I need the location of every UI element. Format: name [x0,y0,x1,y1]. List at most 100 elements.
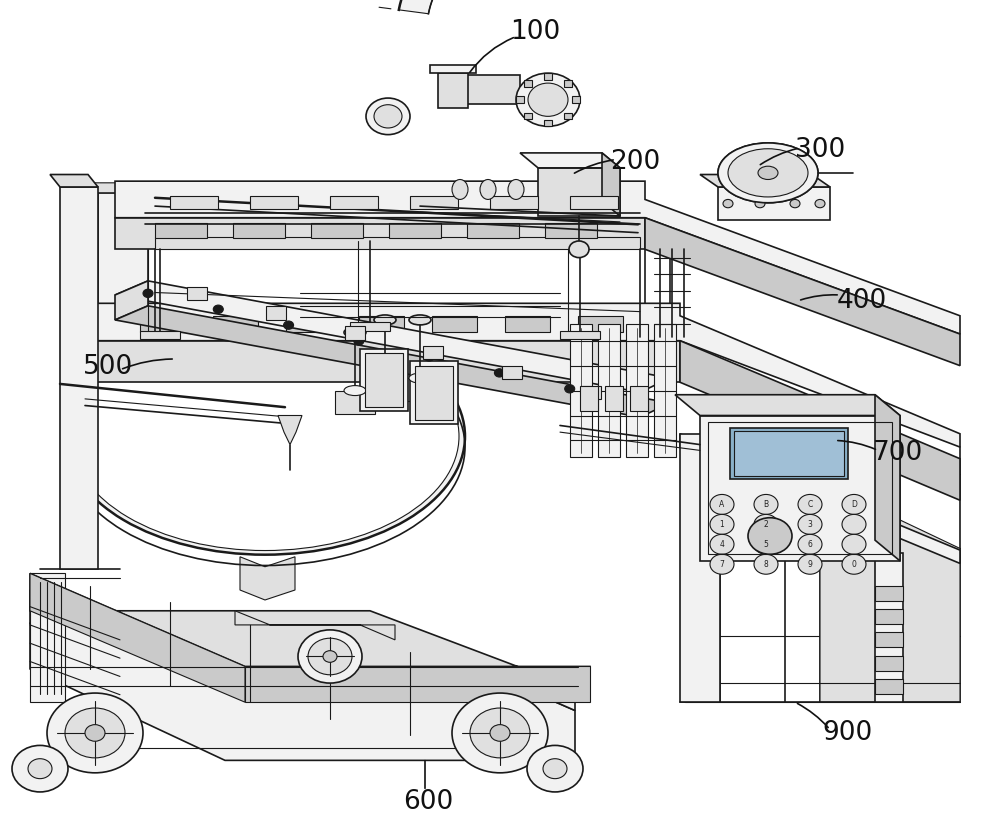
Circle shape [298,630,362,683]
Circle shape [798,494,822,514]
Polygon shape [278,416,302,445]
Bar [505,316,550,332]
Text: 0: 0 [852,560,856,568]
Text: 1: 1 [720,520,724,529]
Circle shape [710,494,734,514]
Bar [423,346,443,359]
Text: 6: 6 [808,540,812,548]
Text: 400: 400 [837,288,887,314]
Polygon shape [718,187,830,220]
Ellipse shape [65,318,465,555]
Polygon shape [240,557,295,600]
Ellipse shape [718,143,818,203]
Ellipse shape [718,143,818,203]
Bar [875,586,903,601]
Bar [389,223,441,238]
Bar [570,324,592,457]
Bar [544,120,552,126]
Text: 9: 9 [808,560,812,568]
Ellipse shape [374,315,396,325]
Circle shape [842,534,866,554]
Text: B: B [763,500,769,509]
Circle shape [516,73,580,126]
Circle shape [143,289,153,297]
Circle shape [65,708,125,758]
Circle shape [755,199,765,208]
Bar [345,327,365,340]
Ellipse shape [452,179,468,199]
Circle shape [754,494,778,514]
Polygon shape [700,416,900,561]
Circle shape [323,651,337,662]
Circle shape [798,514,822,534]
Polygon shape [538,168,620,216]
Polygon shape [115,306,670,417]
Bar [875,553,903,702]
Circle shape [308,638,352,675]
Bar [415,366,453,420]
Polygon shape [820,482,960,702]
Polygon shape [30,590,575,711]
Bar [250,196,298,209]
Bar [350,322,390,331]
Circle shape [754,514,778,534]
Bar [875,679,903,694]
Circle shape [543,759,567,779]
Bar [524,113,532,120]
Bar [516,96,524,103]
Text: 300: 300 [795,136,845,163]
Bar [187,287,207,300]
Bar [233,223,285,238]
Bar [266,307,286,320]
Bar [490,196,538,209]
Bar [570,196,618,209]
Polygon shape [438,73,468,108]
Circle shape [710,514,734,534]
Text: 200: 200 [610,149,660,175]
Circle shape [424,353,434,361]
Bar [630,386,648,411]
Polygon shape [680,434,960,563]
Bar [365,378,405,401]
Text: 2: 2 [764,520,768,529]
Bar [544,73,552,80]
Ellipse shape [758,166,778,179]
Text: A: A [719,500,725,509]
Bar [467,223,519,238]
Circle shape [28,759,52,779]
Bar [410,196,458,209]
Circle shape [284,321,294,329]
Bar [365,353,403,407]
Ellipse shape [409,315,431,325]
Text: 600: 600 [403,789,453,815]
Bar [502,366,522,379]
Polygon shape [440,75,520,104]
Bar [330,196,378,209]
Polygon shape [430,65,476,73]
Bar [360,349,408,411]
Ellipse shape [344,386,366,396]
Ellipse shape [508,179,524,199]
Circle shape [815,199,825,208]
Bar [400,378,440,401]
Text: 7: 7 [720,560,724,568]
Circle shape [569,241,589,258]
Circle shape [470,708,530,758]
Bar [708,422,892,554]
Circle shape [565,385,575,393]
Polygon shape [85,303,960,447]
Polygon shape [50,175,98,187]
Polygon shape [645,218,960,366]
Bar [730,428,848,479]
Polygon shape [520,153,620,168]
Polygon shape [30,573,65,702]
Bar [654,324,676,457]
Polygon shape [245,666,590,702]
Polygon shape [115,181,960,334]
Circle shape [374,105,402,128]
Polygon shape [30,573,590,694]
Bar [581,386,601,399]
Polygon shape [30,623,575,760]
Text: 100: 100 [510,18,560,45]
Polygon shape [602,153,620,216]
